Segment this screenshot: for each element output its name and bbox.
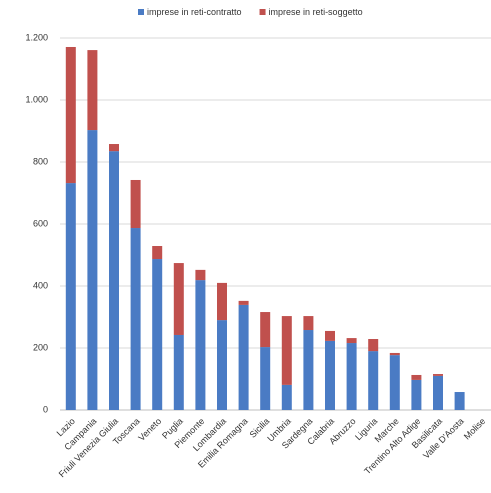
bar-segment: [325, 330, 335, 341]
bar-segment: [65, 183, 76, 410]
legend-label: imprese in reti-soggetto: [269, 7, 363, 17]
bar-segment: [346, 338, 357, 344]
y-tick-label: 0: [43, 404, 48, 414]
bar-segment: [238, 300, 249, 305]
legend-swatch: [138, 9, 144, 15]
bar-segment: [109, 144, 119, 152]
bar-segment: [454, 392, 465, 410]
bar-segment: [411, 379, 422, 410]
bar-segment: [152, 259, 163, 410]
x-tick-label: Molise: [462, 416, 487, 441]
bar-segment: [433, 375, 443, 410]
bar-segment: [65, 46, 76, 184]
bar-segment: [173, 263, 184, 335]
y-tick-label: 200: [33, 342, 48, 352]
y-tick-label: 600: [33, 218, 48, 228]
bar-segment: [389, 352, 400, 356]
bar-segment: [281, 316, 292, 385]
bar-segment: [260, 347, 271, 410]
y-tick-label: 800: [33, 156, 48, 166]
bar-segment: [195, 280, 206, 410]
bar-segment: [433, 374, 443, 376]
bar-segment: [195, 269, 206, 281]
x-tick-label: Veneto: [136, 416, 163, 443]
y-tick-label: 400: [33, 280, 48, 290]
bar-segment: [368, 339, 379, 352]
bar-segment: [217, 320, 227, 410]
bar-segment: [303, 330, 314, 410]
bar-segment: [87, 130, 98, 410]
legend-swatch: [259, 9, 266, 15]
y-tick-label: 1.200: [25, 32, 48, 42]
bar-segment: [87, 50, 98, 131]
bar-segment: [303, 316, 314, 331]
bar-segment: [368, 351, 379, 410]
bar-segment: [173, 334, 184, 410]
legend-label: imprese in reti-contratto: [147, 7, 242, 17]
bar-segment: [389, 355, 400, 410]
bar-segment: [130, 228, 141, 410]
bar-segment: [130, 179, 141, 229]
bar-segment: [411, 374, 422, 380]
bar-segment: [325, 340, 335, 410]
y-tick-label: 1.000: [25, 94, 48, 104]
bar-segment: [238, 304, 249, 410]
bar-segment: [109, 151, 119, 410]
bar-segment: [346, 343, 357, 410]
bar-segment: [152, 246, 163, 260]
bar-segment: [281, 384, 292, 410]
bar-segment: [217, 282, 227, 321]
bar-segment: [260, 312, 271, 348]
